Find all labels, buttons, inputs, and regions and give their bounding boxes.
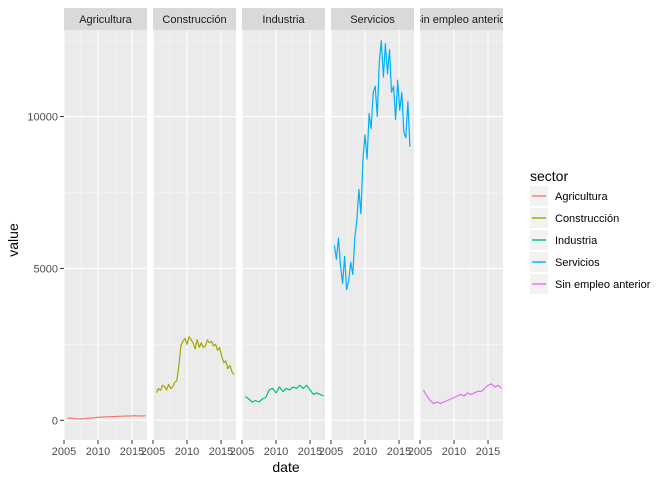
series-line <box>67 415 146 420</box>
x-tick-label: 2015 <box>476 446 500 458</box>
series-line <box>333 40 411 291</box>
panel-background <box>64 30 147 440</box>
x-tick-label: 2015 <box>120 446 144 458</box>
facet-strip-label: Industria <box>262 14 305 26</box>
x-tick-label: 2010 <box>353 446 377 458</box>
legend-label: Agricultura <box>555 191 608 203</box>
x-tick-label: 2010 <box>442 446 466 458</box>
x-tick-label: 2010 <box>86 446 110 458</box>
panel-background <box>331 30 414 440</box>
x-tick-label: 2005 <box>319 446 343 458</box>
facet-panel: Sin empleo anterior 2005 2010 2015 <box>408 8 510 458</box>
series-line <box>155 336 235 394</box>
x-tick-label: 2015 <box>387 446 411 458</box>
facet-strip-label: Sin empleo anterior <box>414 14 510 26</box>
legend-label: Industria <box>555 235 598 247</box>
panel-background <box>242 30 325 440</box>
legend-item: Agricultura <box>530 186 608 206</box>
legend-item: Servicios <box>530 252 600 272</box>
legend-label: Sin empleo anterior <box>555 279 651 291</box>
x-tick-label: 2005 <box>141 446 165 458</box>
series-line <box>422 383 503 405</box>
x-tick-label: 2005 <box>408 446 432 458</box>
facet-panel: Servicios 2005 2010 2015 <box>319 8 414 458</box>
x-tick-label: 2005 <box>230 446 254 458</box>
facet-strip <box>153 8 236 30</box>
facet-strip-label: Construcción <box>162 14 226 26</box>
x-tick-label: 2005 <box>52 446 76 458</box>
legend-item: Sin empleo anterior <box>530 274 651 294</box>
legend: sector Agricultura Construcción Industria S… <box>530 168 651 294</box>
x-tick-label: 2010 <box>264 446 288 458</box>
x-axis-title: date <box>272 459 299 475</box>
panel-background <box>420 30 503 440</box>
facet-panel: Agricultura 2005 2010 2015 <box>52 8 147 458</box>
y-axis: 0 5000 10000 <box>27 112 64 427</box>
y-tick-label: 10000 <box>27 112 58 124</box>
panel-background <box>153 30 236 440</box>
facet-panel: Construcción 2005 2010 2015 <box>141 8 236 458</box>
x-tick-label: 2010 <box>175 446 199 458</box>
x-tick-label: 2015 <box>209 446 233 458</box>
facet-panel: Industria 2005 2010 2015 <box>230 8 325 458</box>
y-axis-title: value <box>5 223 21 257</box>
legend-label: Servicios <box>555 257 600 269</box>
legend-item: Construcción <box>530 208 619 228</box>
legend-item: Industria <box>530 230 598 250</box>
facet-strip-label: Servicios <box>350 14 395 26</box>
y-tick-label: 5000 <box>34 263 58 275</box>
facet-strip <box>331 8 414 30</box>
series-line <box>245 384 324 403</box>
facet-strip <box>242 8 325 30</box>
legend-title: sector <box>530 168 568 184</box>
facet-strip <box>420 8 503 30</box>
y-tick-label: 0 <box>52 415 58 427</box>
legend-label: Construcción <box>555 213 619 225</box>
facet-strip-label: Agricultura <box>79 14 132 26</box>
x-tick-label: 2015 <box>298 446 322 458</box>
facet-strip <box>64 8 147 30</box>
